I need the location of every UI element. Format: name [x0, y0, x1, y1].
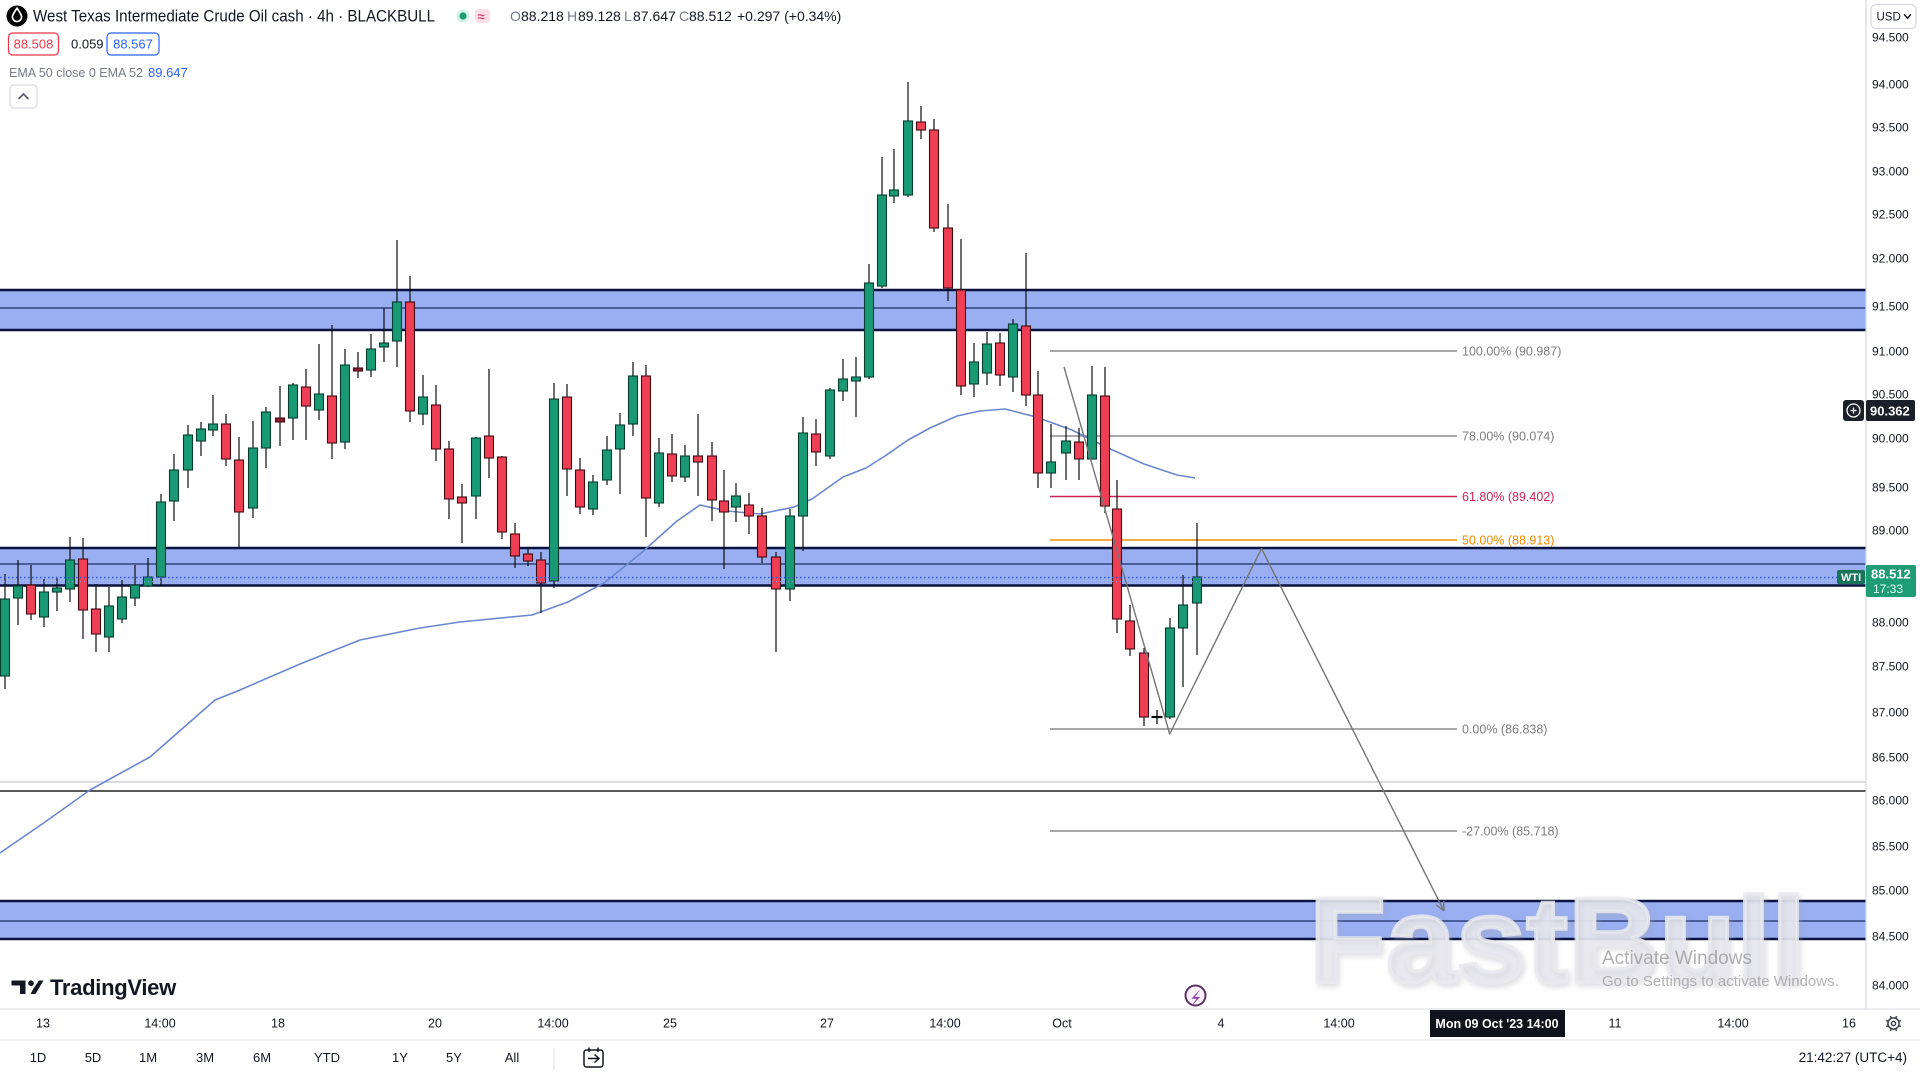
svg-text:1M: 1M — [139, 1050, 157, 1065]
svg-text:0.00% (86.838): 0.00% (86.838) — [1462, 722, 1547, 736]
svg-text:94.000: 94.000 — [1872, 77, 1909, 91]
svg-text:Oct: Oct — [1052, 1017, 1072, 1031]
svg-text:88.512: 88.512 — [689, 8, 732, 24]
svg-text:20: 20 — [428, 1017, 442, 1031]
svg-text:O: O — [510, 8, 521, 24]
svg-text:94.500: 94.500 — [1872, 30, 1909, 44]
svg-text:100.00% (90.987): 100.00% (90.987) — [1462, 344, 1561, 358]
svg-text:Go to Settings to activate Win: Go to Settings to activate Windows. — [1602, 973, 1839, 990]
svg-text:78.00% (90.074): 78.00% (90.074) — [1462, 429, 1554, 443]
svg-text:Mon 09 Oct '23 14:00: Mon 09 Oct '23 14:00 — [1435, 1017, 1558, 1031]
svg-text:91.000: 91.000 — [1872, 344, 1909, 358]
svg-text:84.000: 84.000 — [1872, 978, 1909, 992]
svg-text:21:42:27 (UTC+4): 21:42:27 (UTC+4) — [1799, 1050, 1907, 1065]
svg-text:USD: USD — [1877, 12, 1901, 24]
svg-text:93.000: 93.000 — [1872, 164, 1909, 178]
svg-text:14:00: 14:00 — [537, 1017, 568, 1031]
svg-text:89.000: 89.000 — [1872, 523, 1909, 537]
svg-text:5D: 5D — [85, 1050, 102, 1065]
svg-text:87.000: 87.000 — [1872, 705, 1909, 719]
svg-text:14:00: 14:00 — [929, 1017, 960, 1031]
svg-text:+0.297 (+0.34%): +0.297 (+0.34%) — [737, 8, 841, 24]
svg-text:13: 13 — [36, 1017, 50, 1031]
svg-text:87.500: 87.500 — [1872, 659, 1909, 673]
svg-text:1D: 1D — [30, 1050, 47, 1065]
svg-text:27: 27 — [820, 1017, 834, 1031]
svg-text:All: All — [505, 1050, 520, 1065]
svg-text:90.500: 90.500 — [1872, 387, 1909, 401]
svg-text:87.647: 87.647 — [633, 8, 676, 24]
svg-text:88.512: 88.512 — [1871, 567, 1911, 582]
svg-text:88.000: 88.000 — [1872, 615, 1909, 629]
svg-text:92.500: 92.500 — [1872, 207, 1909, 221]
svg-text:88.218: 88.218 — [521, 8, 564, 24]
svg-text:C: C — [679, 8, 689, 24]
svg-text:84.500: 84.500 — [1872, 929, 1909, 943]
svg-text:85.000: 85.000 — [1872, 883, 1909, 897]
svg-text:89.647: 89.647 — [148, 65, 188, 80]
svg-text:WTI: WTI — [1841, 572, 1861, 584]
svg-text:0.059: 0.059 — [71, 37, 104, 52]
svg-text:88.567: 88.567 — [113, 37, 153, 52]
svg-text:-27.00% (85.718): -27.00% (85.718) — [1462, 824, 1559, 838]
svg-text:89.500: 89.500 — [1872, 480, 1909, 494]
svg-text:1Y: 1Y — [392, 1050, 408, 1065]
svg-text:50.00% (88.913): 50.00% (88.913) — [1462, 533, 1554, 547]
svg-text:14:00: 14:00 — [144, 1017, 175, 1031]
svg-text:6M: 6M — [253, 1050, 271, 1065]
svg-text:3M: 3M — [196, 1050, 214, 1065]
svg-text:90.362: 90.362 — [1870, 404, 1910, 419]
svg-text:86.000: 86.000 — [1872, 793, 1909, 807]
svg-text:91.500: 91.500 — [1872, 299, 1909, 313]
svg-text:25: 25 — [663, 1017, 677, 1031]
svg-text:61.80% (89.402): 61.80% (89.402) — [1462, 490, 1554, 504]
svg-text:≈: ≈ — [478, 9, 485, 24]
svg-text:86.500: 86.500 — [1872, 750, 1909, 764]
svg-text:89.128: 89.128 — [578, 8, 621, 24]
svg-text:85.500: 85.500 — [1872, 839, 1909, 853]
svg-text:17:33: 17:33 — [1873, 582, 1903, 596]
svg-text:FastBull: FastBull — [1309, 872, 1806, 1008]
svg-text:YTD: YTD — [314, 1050, 340, 1065]
svg-text:93.500: 93.500 — [1872, 120, 1909, 134]
svg-text:14:00: 14:00 — [1717, 1017, 1748, 1031]
svg-text:88.508: 88.508 — [14, 37, 54, 52]
svg-text:EMA 50 close 0 EMA 52: EMA 50 close 0 EMA 52 — [9, 65, 143, 80]
svg-text:16: 16 — [1842, 1017, 1856, 1031]
svg-text:92.000: 92.000 — [1872, 251, 1909, 265]
svg-text:90.000: 90.000 — [1872, 431, 1909, 445]
svg-text:Activate Windows: Activate Windows — [1602, 948, 1752, 969]
svg-text:14:00: 14:00 — [1323, 1017, 1354, 1031]
svg-text:L: L — [624, 8, 632, 24]
svg-text:4: 4 — [1218, 1017, 1225, 1031]
svg-text:5Y: 5Y — [446, 1050, 462, 1065]
svg-text:H: H — [567, 8, 577, 24]
svg-text:11: 11 — [1609, 1017, 1622, 1031]
svg-text:TradingView: TradingView — [50, 975, 177, 1000]
svg-text:West Texas Intermediate Crude: West Texas Intermediate Crude Oil cash ·… — [33, 7, 435, 26]
svg-text:18: 18 — [271, 1017, 285, 1031]
